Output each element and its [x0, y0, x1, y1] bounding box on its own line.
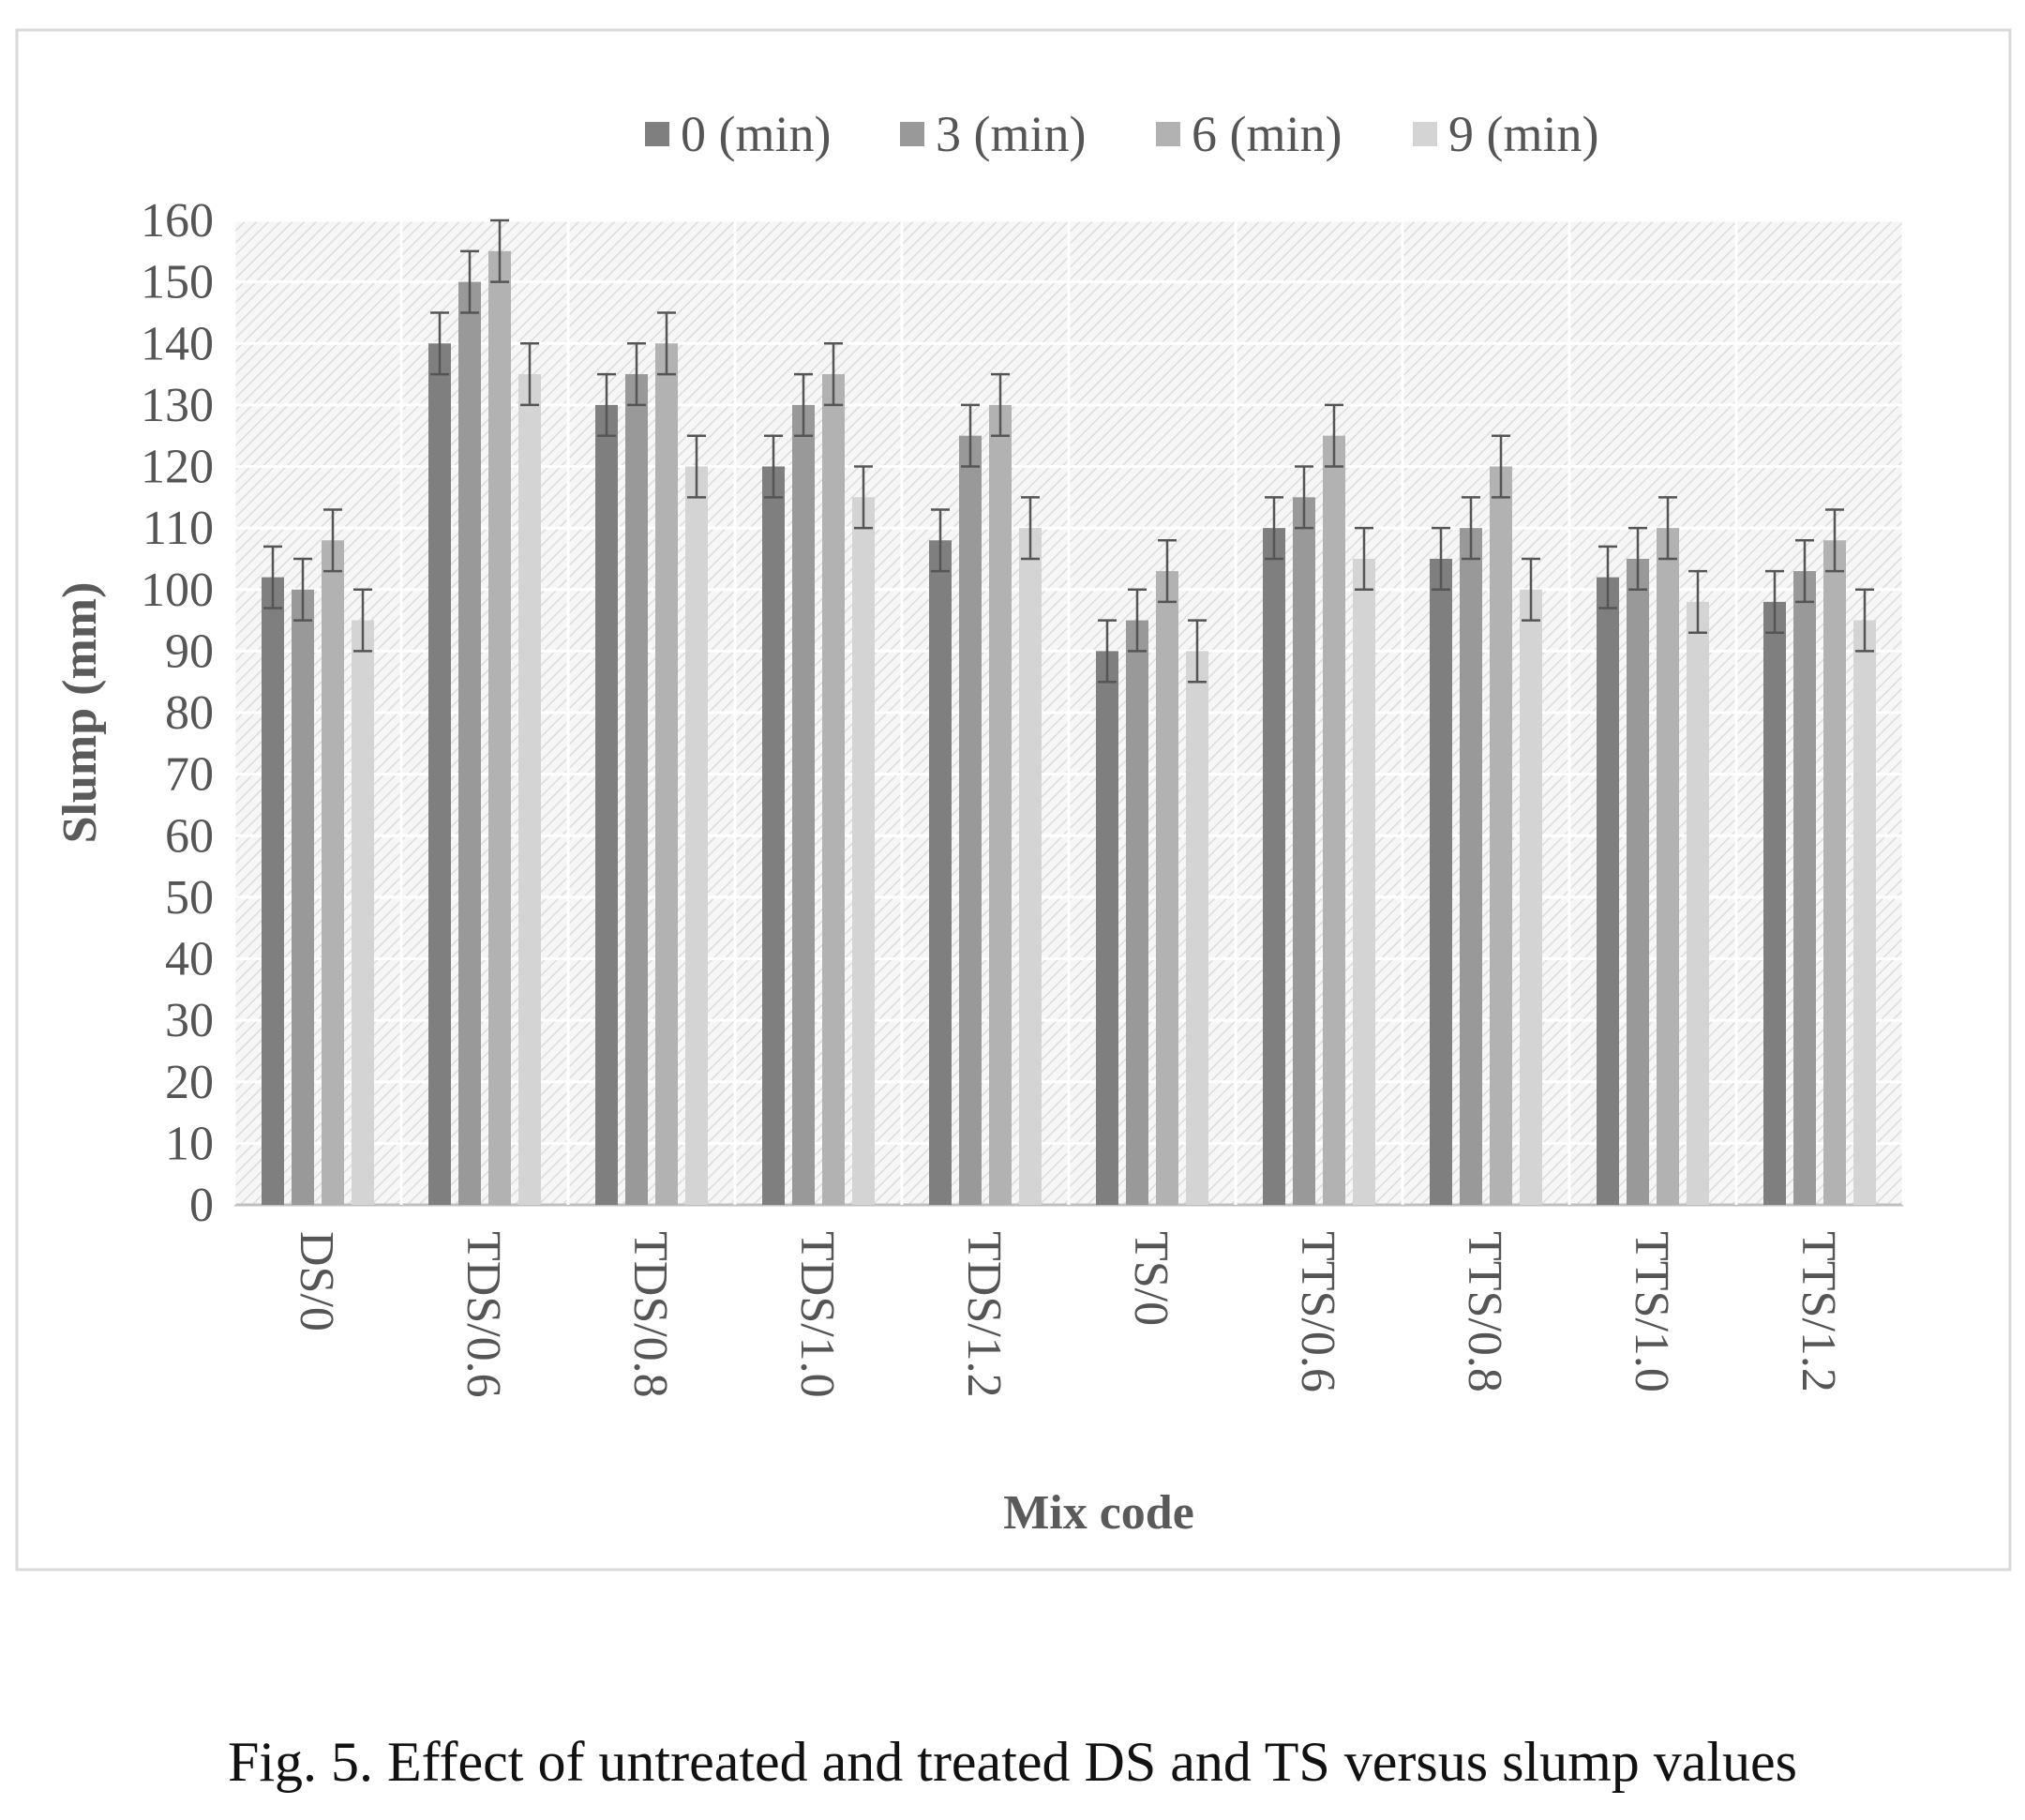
x-tick-label: TTS/0.8 [1458, 1231, 1511, 1392]
legend-label: 6 (min) [1192, 106, 1342, 162]
bar [262, 577, 284, 1205]
bar [1687, 601, 1709, 1205]
x-tick-label: TTS/1.2 [1792, 1231, 1845, 1392]
legend-swatch [1156, 122, 1180, 146]
bar [625, 374, 648, 1205]
y-tick-label: 150 [141, 256, 214, 309]
y-tick-label: 90 [165, 624, 214, 678]
bar [1293, 497, 1315, 1205]
bar [352, 620, 374, 1205]
legend-label: 9 (min) [1448, 106, 1598, 162]
bar [762, 466, 785, 1205]
legend-swatch [1413, 122, 1437, 146]
bar [458, 281, 481, 1205]
x-tick-label: TS/0 [1124, 1231, 1178, 1326]
legend-label: 3 (min) [936, 106, 1086, 162]
y-tick-label: 80 [165, 686, 214, 740]
x-axis-label: Mix code [1003, 1486, 1194, 1540]
legend-label: 0 (min) [681, 106, 831, 162]
bar [595, 404, 618, 1205]
bar [1186, 651, 1208, 1205]
y-tick-label: 60 [165, 809, 214, 863]
bar [518, 374, 541, 1205]
bar [929, 540, 952, 1205]
bar [1823, 540, 1846, 1205]
y-tick-label: 140 [141, 317, 214, 370]
y-tick-label: 130 [141, 379, 214, 432]
bar [792, 404, 815, 1205]
bar [685, 466, 708, 1205]
x-tick-label: TDS/0.6 [457, 1231, 510, 1398]
bar [1597, 577, 1619, 1205]
y-tick-label: 160 [141, 194, 214, 248]
y-tick-label: 0 [189, 1179, 214, 1232]
x-tick-label: TDS/1.0 [790, 1231, 844, 1398]
y-tick-label: 50 [165, 871, 214, 925]
bar [1019, 528, 1042, 1205]
chart: 0 10 20 30 40 50 60 70 80 90 100 110 120 130 140 150 160… [15, 28, 2012, 1572]
bar [1627, 558, 1649, 1205]
y-tick-label: 100 [141, 564, 214, 617]
bar [292, 589, 314, 1205]
x-tick-label: DS/0 [290, 1231, 343, 1331]
bar [428, 343, 451, 1205]
x-tick-label: TTS/1.0 [1625, 1231, 1678, 1392]
y-tick-label: 20 [165, 1056, 214, 1109]
bar [488, 250, 511, 1205]
y-tick-label: 40 [165, 933, 214, 986]
bar [1323, 435, 1345, 1205]
y-tick-label: 120 [141, 441, 214, 494]
bar [1353, 558, 1375, 1205]
y-tick-label: 110 [142, 502, 214, 555]
bar [1126, 620, 1148, 1205]
bar [1793, 571, 1816, 1205]
bar [852, 497, 875, 1205]
bar [1096, 651, 1118, 1205]
legend-swatch [900, 122, 924, 146]
x-tick-label: TTS/0.6 [1291, 1231, 1344, 1392]
bar [1657, 528, 1679, 1205]
bar [1763, 601, 1786, 1205]
bar [822, 374, 845, 1205]
y-tick-label: 70 [165, 748, 214, 802]
bar [655, 343, 678, 1205]
bar [1460, 528, 1482, 1205]
y-tick-label: 10 [165, 1117, 214, 1170]
x-tick-label: TDS/1.2 [957, 1231, 1011, 1398]
bar [1263, 528, 1285, 1205]
bar [1853, 620, 1876, 1205]
y-axis-label: Slump (mm) [53, 582, 107, 844]
bar [989, 404, 1012, 1205]
bar [1430, 558, 1452, 1205]
figure-caption: Fig. 5. Effect of untreated and treated … [227, 1731, 1798, 1793]
bar [959, 435, 982, 1205]
bar [1156, 571, 1178, 1205]
x-tick-label: TDS/0.8 [623, 1231, 677, 1398]
y-tick-label: 30 [165, 994, 214, 1047]
legend-swatch [645, 122, 669, 146]
bar [322, 540, 344, 1205]
bar [1490, 466, 1512, 1205]
bar [1520, 589, 1542, 1205]
